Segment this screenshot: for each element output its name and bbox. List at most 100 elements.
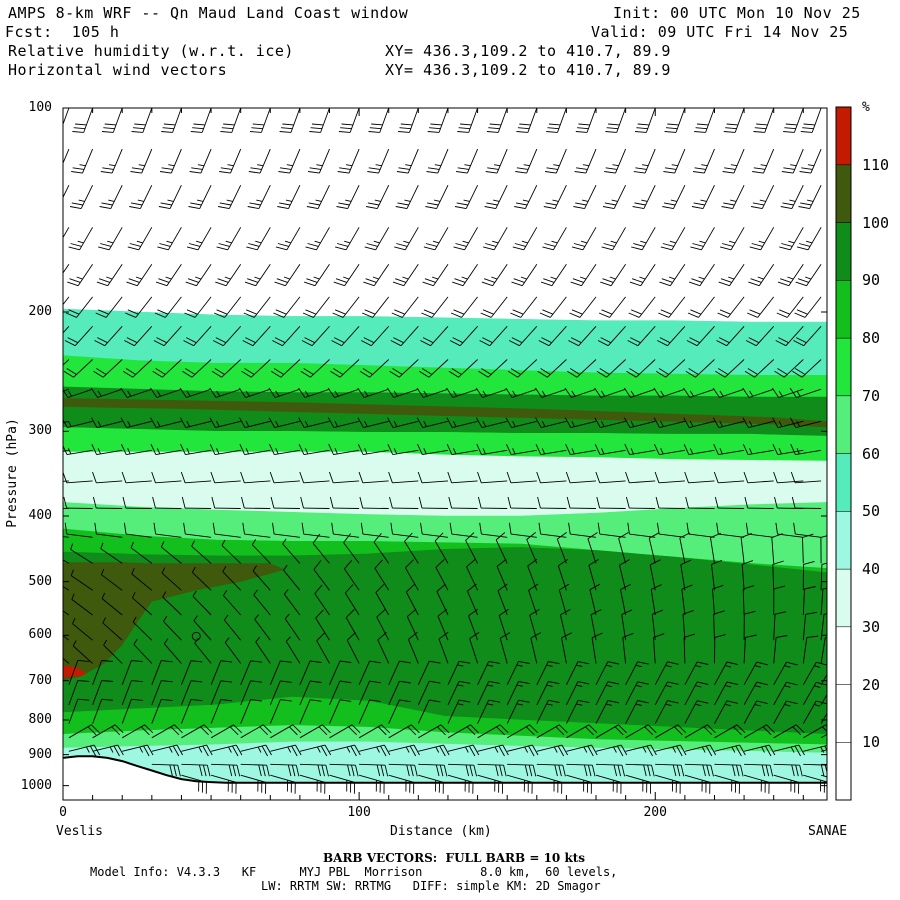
wind-barb xyxy=(92,724,124,739)
wind-barb xyxy=(210,471,241,484)
wind-barb-shaft xyxy=(63,148,70,165)
wind-barb xyxy=(743,471,774,484)
wind-barb-shaft xyxy=(578,325,597,347)
wind-barb xyxy=(625,496,656,509)
wind-barb xyxy=(564,417,597,429)
colorbar-bin xyxy=(835,395,852,454)
wind-barb xyxy=(683,444,715,456)
wind-barb-full xyxy=(250,680,262,683)
wind-barb-full xyxy=(161,698,173,702)
wind-barb xyxy=(241,496,271,509)
wind-barb-full xyxy=(765,764,770,777)
wind-barb-full xyxy=(395,206,408,210)
wind-barb-full xyxy=(627,522,630,535)
wind-barb-full xyxy=(658,368,670,375)
wind-barb-shaft xyxy=(625,681,638,706)
wind-barb-full xyxy=(156,337,167,344)
wind-barb xyxy=(299,660,322,685)
wind-barb-shaft xyxy=(710,537,715,564)
wind-barb-shaft xyxy=(125,533,152,538)
wind-barb-full xyxy=(512,309,524,315)
wind-barb-half xyxy=(486,703,494,706)
wind-barb-full xyxy=(635,167,647,170)
wind-barb xyxy=(416,417,449,429)
wind-barb-half xyxy=(393,448,398,455)
wind-barb xyxy=(744,359,775,378)
wind-barb-shaft xyxy=(67,420,93,429)
wind-barb xyxy=(338,108,360,133)
wind-barb-shaft xyxy=(487,359,508,378)
wind-barb-shaft xyxy=(582,227,597,251)
field-label-rh: Relative humidity (w.r.t. ice) xyxy=(8,42,294,60)
wind-barb xyxy=(742,417,774,429)
wind-barb-half xyxy=(221,539,226,546)
wind-barb-shaft xyxy=(540,449,567,456)
wind-barb-shaft xyxy=(211,763,238,766)
wind-barb-shaft xyxy=(649,564,656,591)
wind-barb-shaft xyxy=(523,227,538,251)
wind-barb-full xyxy=(140,726,150,736)
wind-barb-full xyxy=(154,312,166,318)
wind-barb-full xyxy=(377,726,387,736)
wind-barb-full xyxy=(241,370,252,378)
wind-barb-shaft xyxy=(359,763,386,766)
wind-barb-full xyxy=(158,206,171,210)
wind-barb-shaft xyxy=(795,420,822,429)
wind-barb xyxy=(313,560,330,591)
wind-barb-full xyxy=(425,243,438,247)
wind-barb xyxy=(484,185,508,210)
wind-barb xyxy=(512,227,538,251)
wind-barb-full xyxy=(130,202,143,206)
wind-barb xyxy=(327,417,360,429)
wind-barb xyxy=(773,744,805,757)
wind-barb xyxy=(150,387,182,398)
wind-barb-full xyxy=(489,123,502,126)
wind-barb xyxy=(536,471,567,484)
wind-barb xyxy=(151,660,173,685)
wind-barb-full xyxy=(394,309,405,315)
wind-barb-full xyxy=(799,765,803,777)
wind-barb-full xyxy=(472,744,480,756)
wind-barb-shaft xyxy=(625,724,649,739)
wind-barb-half xyxy=(198,746,203,753)
wind-barb-shaft xyxy=(570,449,597,456)
wind-barb-full xyxy=(481,281,493,287)
wind-barb-full xyxy=(468,745,476,757)
wind-barb xyxy=(96,263,123,287)
wind-barb-full xyxy=(98,278,111,283)
wind-barb-full xyxy=(98,309,109,315)
wind-barb-shaft xyxy=(192,595,212,616)
wind-barb-full xyxy=(518,660,530,664)
wind-barb xyxy=(210,699,233,724)
wind-barb xyxy=(741,560,754,591)
wind-barb-shaft xyxy=(245,388,271,398)
wind-barb-shaft xyxy=(714,661,728,686)
endpoint-right: SANAE xyxy=(808,824,848,839)
wind-barb-full xyxy=(458,127,471,130)
wind-barb xyxy=(67,263,93,287)
wind-barb xyxy=(454,185,479,210)
wind-barb-full xyxy=(232,764,237,777)
wind-barb-full xyxy=(212,522,216,535)
wind-barb xyxy=(477,471,508,484)
wind-barb xyxy=(771,387,804,398)
wind-barb xyxy=(387,417,419,429)
wind-barb-full xyxy=(151,471,156,483)
wind-barb-full xyxy=(480,312,492,318)
wind-barb xyxy=(566,744,598,757)
wind-barb xyxy=(575,108,597,133)
wind-barb-half xyxy=(486,664,494,667)
wind-barb-half xyxy=(695,664,702,668)
wind-barb-shaft xyxy=(227,227,242,251)
wind-barb-full xyxy=(374,559,383,569)
wind-barb-shaft xyxy=(803,724,827,739)
wind-barb-full xyxy=(279,167,292,170)
wind-barb-half xyxy=(314,240,321,244)
wind-barb-shaft xyxy=(495,185,508,209)
wind-barb-full xyxy=(65,312,77,318)
wind-barb xyxy=(239,444,271,456)
wind-barb xyxy=(210,680,233,706)
wind-barb-shaft xyxy=(743,661,758,686)
wind-barb-shaft xyxy=(477,774,503,783)
wind-barb xyxy=(91,444,123,456)
